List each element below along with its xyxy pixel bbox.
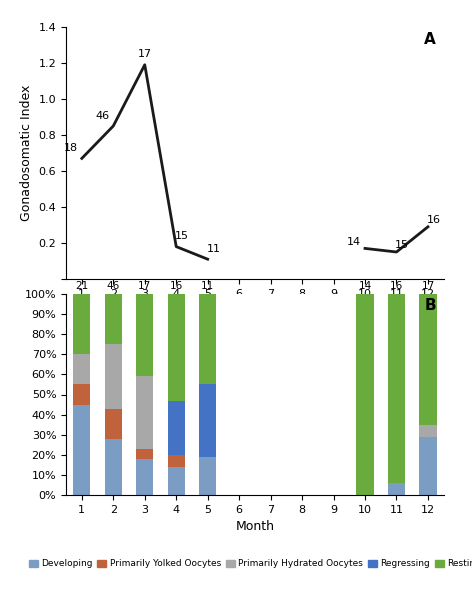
Bar [73, 404, 91, 495]
Text: 18: 18 [64, 143, 78, 153]
Bar [168, 467, 185, 495]
Bar [388, 483, 405, 495]
Bar [136, 294, 153, 376]
Bar [419, 294, 437, 425]
Text: 46: 46 [95, 110, 110, 121]
Text: 46: 46 [107, 281, 120, 291]
Bar [73, 354, 91, 385]
Text: 17: 17 [138, 281, 152, 291]
Text: 14: 14 [347, 236, 361, 247]
Bar [356, 294, 374, 495]
Bar [105, 344, 122, 409]
Bar [105, 294, 122, 344]
Bar [168, 455, 185, 467]
Text: 15: 15 [175, 231, 189, 241]
Text: 11: 11 [206, 244, 220, 254]
Bar [136, 376, 153, 449]
Text: 16: 16 [390, 281, 403, 291]
Bar [168, 294, 185, 401]
Bar [105, 439, 122, 495]
Bar [199, 457, 216, 495]
Text: 17: 17 [421, 281, 435, 291]
Text: 14: 14 [358, 281, 371, 291]
Bar [199, 294, 216, 385]
Bar [419, 437, 437, 495]
Legend: Developing, Primarily Yolked Oocytes, Primarily Hydrated Oocytes, Regressing, Re: Developing, Primarily Yolked Oocytes, Pr… [25, 556, 472, 572]
Text: A: A [424, 32, 436, 47]
Bar [73, 385, 91, 404]
Text: 17: 17 [138, 49, 152, 59]
Bar [105, 409, 122, 439]
Y-axis label: Gonadosomatic Index: Gonadosomatic Index [20, 85, 33, 221]
Bar [136, 449, 153, 459]
Bar [136, 459, 153, 495]
Bar [419, 425, 437, 437]
Text: 16: 16 [169, 281, 183, 291]
Text: B: B [424, 298, 436, 313]
Text: 11: 11 [201, 281, 214, 291]
Text: 21: 21 [75, 281, 88, 291]
Bar [199, 385, 216, 457]
Bar [73, 294, 91, 354]
X-axis label: Month: Month [236, 304, 274, 317]
Bar [388, 294, 405, 483]
Bar [168, 401, 185, 455]
Text: 16: 16 [427, 215, 440, 225]
X-axis label: Month: Month [236, 520, 274, 533]
Text: 15: 15 [395, 240, 409, 250]
